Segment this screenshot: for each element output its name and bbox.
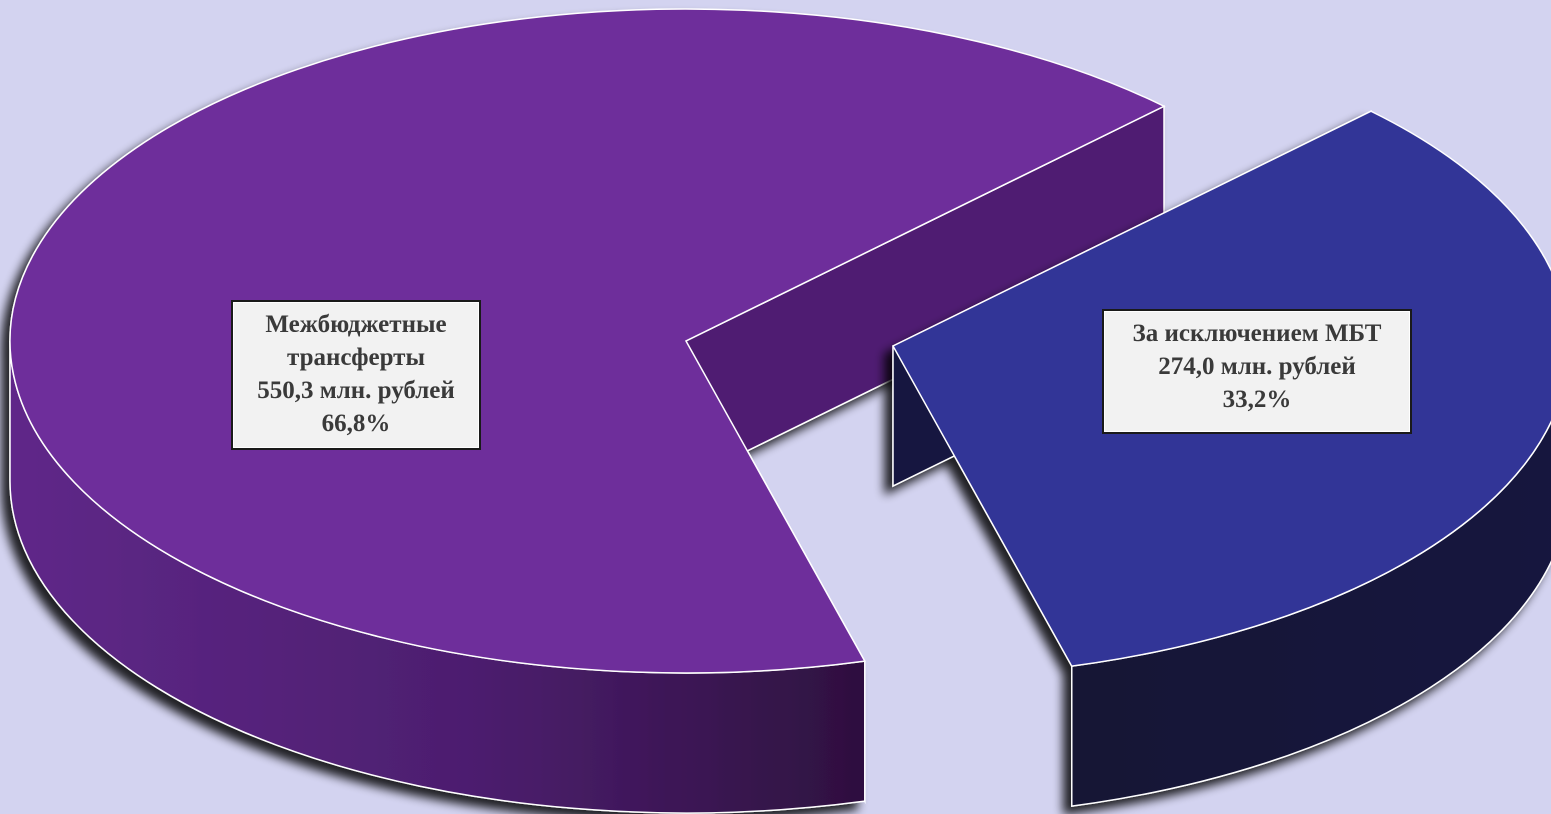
pie-slice-mbt (9, 8, 1166, 814)
label-line: 550,3 млн. рублей (257, 377, 455, 404)
label-line: Межбюджетные (265, 311, 447, 338)
data-label-except-mbt: За исключением МБТ 274,0 млн. рублей 33,… (1102, 309, 1412, 434)
label-line: 33,2% (1222, 386, 1292, 413)
data-label-mbt: Межбюджетные трансферты 550,3 млн. рубле… (231, 300, 481, 450)
label-line: 274,0 млн. рублей (1158, 353, 1356, 380)
label-line: За исключением МБТ (1132, 320, 1382, 347)
label-line: 66,8% (321, 410, 391, 437)
label-line: трансферты (287, 344, 425, 371)
slice-top-face (9, 8, 1166, 674)
